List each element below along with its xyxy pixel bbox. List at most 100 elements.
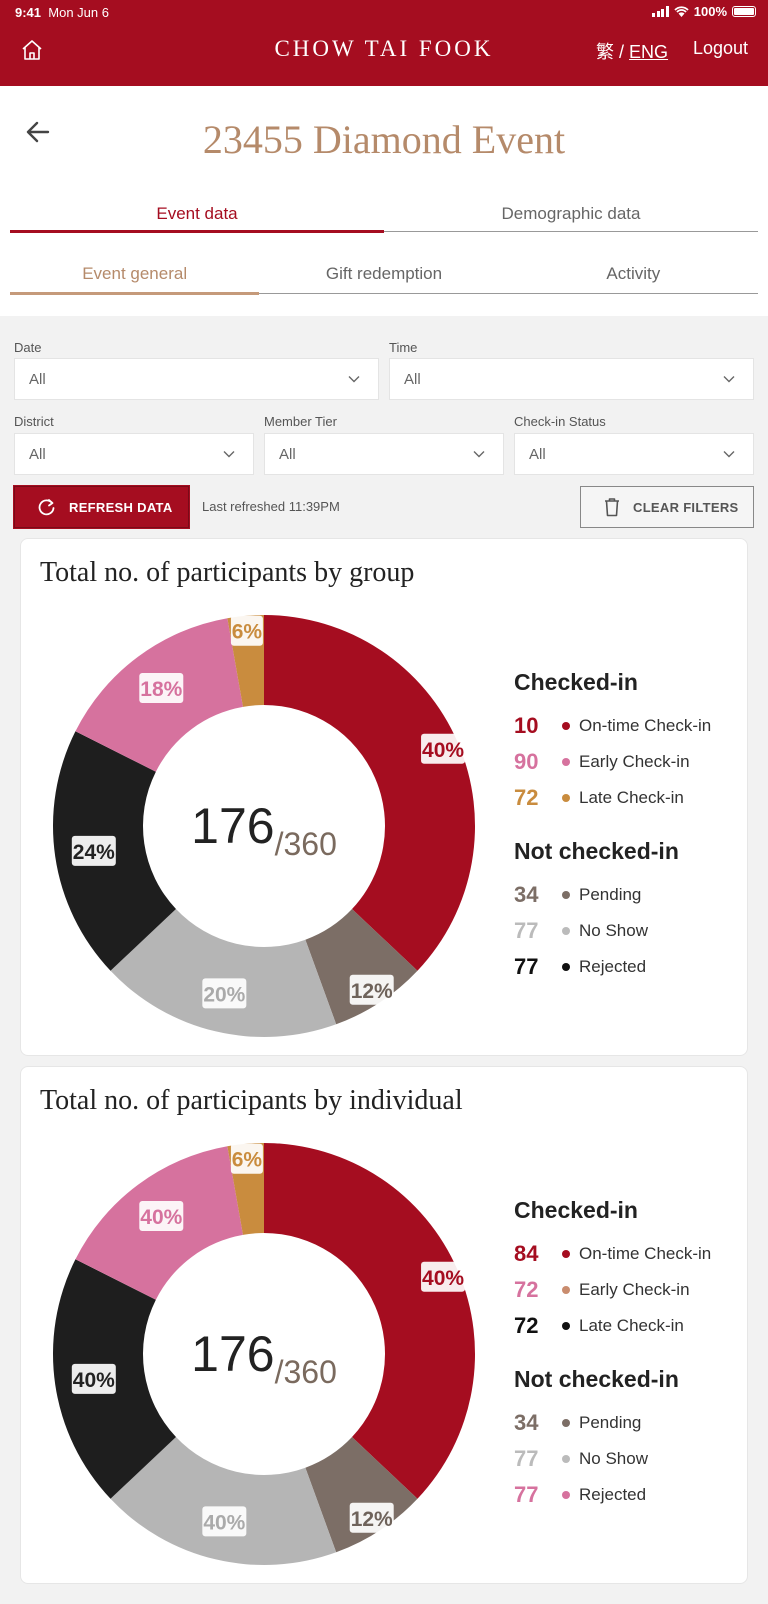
- time-select[interactable]: All: [389, 358, 754, 400]
- legend-count: 77: [514, 1482, 539, 1507]
- slice-label-bg: [421, 733, 466, 764]
- battery-percent: 100%: [693, 4, 727, 19]
- checkin-status-filter-label: Check-in Status: [514, 414, 606, 429]
- slice-label-text: 6%: [232, 621, 263, 644]
- participants-by-group-card: Total no. of participants by group 40% 12…: [20, 538, 748, 1056]
- legend-label: On-time Check-in: [579, 1244, 712, 1263]
- time-select-value: All: [404, 371, 421, 388]
- checkin-status-select[interactable]: All: [514, 433, 754, 475]
- checkin-status-select-value: All: [529, 446, 546, 463]
- slice-label-bg: [139, 1201, 184, 1232]
- slice-label-text: 6%: [232, 1149, 263, 1172]
- status-clock: 9:41: [15, 5, 42, 20]
- slice-label-bg: [202, 1506, 247, 1537]
- member-tier-filter-label: Member Tier: [264, 414, 337, 429]
- legend-label: Rejected: [579, 1485, 647, 1504]
- slice-label: 40%: [421, 1261, 466, 1292]
- home-icon[interactable]: [20, 38, 44, 62]
- slice-label-bg: [230, 1143, 263, 1174]
- legend-dot: [562, 794, 570, 802]
- legend-dot: [562, 1491, 570, 1499]
- tab-event-data[interactable]: Event data: [10, 196, 384, 233]
- slice-label-text: 18%: [140, 678, 182, 701]
- district-filter-label: District: [14, 414, 54, 429]
- trash-icon: [605, 498, 619, 517]
- legend-dot: [562, 758, 570, 766]
- legend-item: 77 Rejected: [514, 949, 711, 985]
- slice-label-bg: [349, 974, 394, 1005]
- legend-item: 77 Rejected: [514, 1477, 711, 1513]
- legend-item: 84 On-time Check-in: [514, 1236, 711, 1272]
- slice-label-text: 40%: [140, 1206, 182, 1229]
- legend-count: 72: [514, 1313, 539, 1338]
- slice-label-bg: [139, 673, 184, 704]
- chevron-down-icon: [473, 451, 485, 458]
- legend-dot: [562, 1250, 570, 1258]
- lang-english[interactable]: ENG: [629, 42, 669, 62]
- main-tabs: Event data Demographic data: [10, 196, 758, 233]
- legend-not-checked-in-title: Not checked-in: [514, 838, 679, 864]
- legend-count: 84: [514, 1241, 539, 1266]
- legend-item: 77 No Show: [514, 913, 711, 949]
- slice-label: 6%: [230, 1143, 263, 1174]
- tab-event-general[interactable]: Event general: [10, 258, 260, 295]
- legend-label: No Show: [579, 1449, 648, 1468]
- donut-slice[interactable]: [264, 1143, 476, 1499]
- slice-label-text: 40%: [422, 739, 464, 762]
- legend-label: Rejected: [579, 957, 647, 976]
- lang-traditional-chinese[interactable]: 繁: [596, 42, 614, 62]
- tab-activity[interactable]: Activity: [606, 264, 661, 283]
- lang-separator: /: [619, 42, 625, 62]
- chart-title: Total no. of participants by individual: [40, 1085, 463, 1116]
- date-select-value: All: [29, 371, 46, 388]
- tab-gift-redemption[interactable]: Gift redemption: [325, 264, 443, 283]
- donut-chart: 40% 12% 20% 24% 18% 6%: [52, 615, 476, 1037]
- donut-slice[interactable]: [110, 1437, 337, 1565]
- clear-filters-label: CLEAR FILTERS: [633, 499, 739, 515]
- status-date: Mon Jun 6: [48, 5, 109, 20]
- slice-label-text: 40%: [73, 1369, 115, 1392]
- date-filter-label: Date: [14, 340, 42, 355]
- legend-count: 34: [514, 1410, 539, 1435]
- status-indicators: 100%: [652, 4, 756, 19]
- chevron-down-icon: [223, 451, 235, 458]
- donut-slice[interactable]: [264, 615, 476, 971]
- slice-label-bg: [71, 1363, 116, 1394]
- slice-label-text: 40%: [203, 1511, 245, 1534]
- brand-logo: CHOW TAI FOOK: [274, 36, 494, 61]
- chart-title: Total no. of participants by group: [40, 557, 415, 588]
- page-title: 23455 Diamond Event: [202, 117, 566, 162]
- time-filter-label: Time: [389, 340, 418, 355]
- back-arrow-icon[interactable]: [24, 118, 52, 146]
- battery-icon: [732, 6, 756, 17]
- chevron-down-icon: [723, 376, 735, 383]
- refresh-data-button[interactable]: REFRESH DATA: [13, 485, 190, 529]
- chart-legend: Checked-in 10 On-time Check-in 90 Early …: [514, 669, 711, 985]
- participants-by-individual-card: Total no. of participants by individual …: [20, 1066, 748, 1584]
- slice-label: 40%: [139, 1201, 184, 1232]
- district-select[interactable]: All: [14, 433, 254, 475]
- legend-item: 72 Early Check-in: [514, 1272, 711, 1308]
- tab-demographic-data[interactable]: Demographic data: [501, 204, 641, 223]
- legend-item: 90 Early Check-in: [514, 744, 711, 780]
- legend-checked-in-title: Checked-in: [514, 669, 638, 695]
- slice-label-bg: [230, 615, 263, 646]
- legend-item: 77 No Show: [514, 1441, 711, 1477]
- cellular-signal-icon: [652, 6, 669, 17]
- member-tier-select[interactable]: All: [264, 433, 504, 475]
- slice-label-bg: [349, 1502, 394, 1533]
- legend-label: Early Check-in: [579, 752, 690, 771]
- status-time: 9:41 Mon Jun 6: [15, 5, 109, 20]
- legend-count: 77: [514, 1446, 539, 1471]
- logout-button[interactable]: Logout: [693, 38, 749, 58]
- legend-count: 77: [514, 918, 539, 943]
- slice-label-text: 40%: [422, 1267, 464, 1290]
- date-select[interactable]: All: [14, 358, 379, 400]
- district-select-value: All: [29, 446, 46, 463]
- clear-filters-button[interactable]: CLEAR FILTERS: [580, 486, 754, 528]
- language-switcher: 繁 / ENG: [596, 38, 668, 64]
- chevron-down-icon: [348, 376, 360, 383]
- donut-slice[interactable]: [110, 909, 337, 1037]
- slice-label-text: 12%: [351, 980, 393, 1003]
- legend-label: Pending: [579, 885, 642, 904]
